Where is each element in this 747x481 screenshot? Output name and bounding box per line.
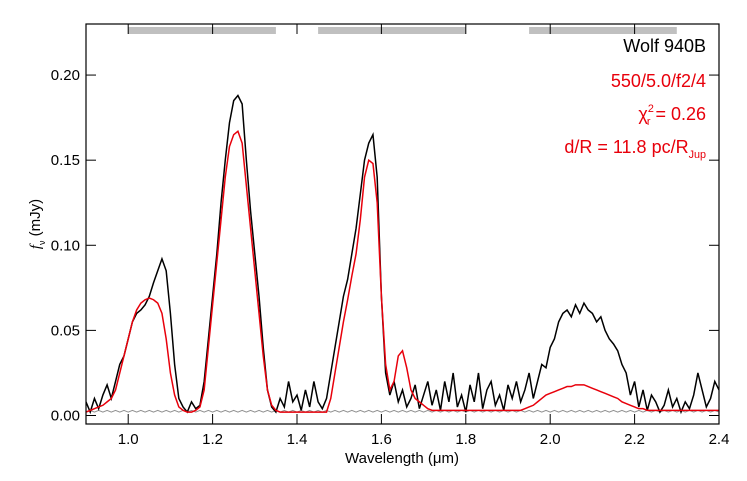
text-part: r bbox=[647, 116, 651, 128]
text-part: = 0.26 bbox=[650, 104, 706, 124]
annotation: Wolf 940B bbox=[623, 36, 706, 56]
annotation: d/R = 11.8 pc/RJup bbox=[564, 137, 706, 161]
annotation: χ2 r = 0.26 bbox=[638, 103, 706, 128]
text-part: ν bbox=[37, 240, 47, 245]
text-part: (mJy) bbox=[27, 199, 44, 241]
text-part: Jup bbox=[689, 149, 706, 161]
band bbox=[128, 27, 276, 34]
x-tick-label: 1.0 bbox=[118, 431, 139, 448]
spectrum-line bbox=[86, 129, 719, 413]
text-part: χ bbox=[638, 104, 648, 124]
text-part: d/R = 11.8 pc/R bbox=[564, 137, 688, 157]
y-tick-label: 0.00 bbox=[51, 407, 80, 424]
text-part: 550/5.0/f2/4 bbox=[611, 71, 706, 91]
y-axis-label: fν (mJy) bbox=[27, 199, 47, 249]
text-part: f bbox=[28, 243, 44, 249]
x-tick-label: 1.4 bbox=[287, 431, 308, 448]
annotation: 550/5.0/f2/4 bbox=[611, 71, 706, 91]
x-tick-label: 2.2 bbox=[624, 431, 645, 448]
text-part: 2 bbox=[648, 103, 654, 115]
text-part: Wolf 940B bbox=[623, 36, 706, 56]
spectrum-line bbox=[86, 94, 719, 415]
plot-frame bbox=[85, 23, 720, 425]
y-tick-label: 0.10 bbox=[51, 237, 80, 254]
band bbox=[318, 27, 466, 34]
spectrum-line bbox=[86, 409, 719, 413]
y-tick-label: 0.15 bbox=[51, 152, 80, 169]
x-tick-label: 1.6 bbox=[371, 431, 392, 448]
x-tick-label: 1.8 bbox=[455, 431, 476, 448]
x-tick-label: 1.2 bbox=[202, 431, 223, 448]
x-axis-label: Wavelength (μm) bbox=[345, 450, 459, 467]
y-tick-label: 0.20 bbox=[51, 67, 80, 84]
x-tick-label: 2.4 bbox=[709, 431, 730, 448]
x-tick-label: 2.0 bbox=[540, 431, 561, 448]
y-tick-label: 0.05 bbox=[51, 322, 80, 339]
band bbox=[529, 27, 677, 34]
